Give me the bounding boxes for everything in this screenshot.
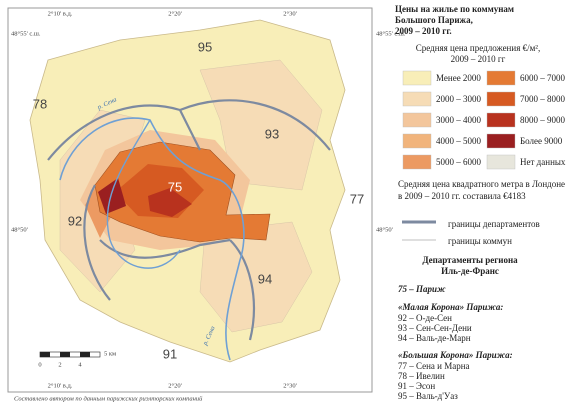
legend: Менее 2000 2000 – 3000 3000 – 4000 4000 – 5… <box>402 70 566 170</box>
dept-93 <box>199 59 323 191</box>
dept-label: 78 <box>33 96 47 111</box>
ring-west <box>85 180 112 238</box>
dept-label: 75 <box>168 179 182 194</box>
map: 2°10' в.д. 2°20' 2°30' 2°10' в.д. 2°20' … <box>7 7 406 393</box>
scale-seg <box>60 352 70 357</box>
river-seine <box>59 117 245 361</box>
dept-item: 94 – Валь-де-Марн <box>398 333 471 343</box>
dept-label: 77 <box>350 191 364 206</box>
legend-swatch <box>402 154 432 170</box>
lon-label: 2°30' <box>283 10 297 17</box>
side-panel: Цены на жилье по коммунам Большого Париж… <box>395 4 566 401</box>
dept-item: 92 – О-де-Сен <box>398 313 452 323</box>
dept-item: 91 – Эсон <box>398 381 435 391</box>
scale-seg <box>80 352 90 357</box>
line-legend-label: границы департаментов <box>448 219 540 229</box>
line-legend-label: границы коммун <box>448 236 512 246</box>
lat-label: 48°50' <box>11 226 28 233</box>
legend-label: 5000 – 6000 <box>436 157 482 167</box>
scale-seg <box>40 352 50 357</box>
legend-label: 7000 – 8000 <box>520 94 566 104</box>
legend-swatch <box>402 133 432 149</box>
river-loop <box>106 119 181 269</box>
department-borders <box>47 99 331 341</box>
departments-title: Департаменты региона <box>422 255 518 265</box>
legend-label: 4000 – 5000 <box>436 136 482 146</box>
legend-swatch <box>486 70 516 86</box>
lon-label: 2°10' в.д. <box>48 10 73 17</box>
legend-swatch <box>402 70 432 86</box>
dept-label: 92 <box>68 213 82 228</box>
source-note: Составлено автором по данным парижских р… <box>14 395 203 402</box>
dept-label: 91 <box>163 346 177 361</box>
dept-item: 78 – Ивелин <box>398 371 445 381</box>
scale-label: 5 км <box>104 350 116 357</box>
lat-label: 48°55' с.ш. <box>376 30 406 37</box>
legend-label: 8000 – 9000 <box>520 115 566 125</box>
legend-label: 3000 – 4000 <box>436 115 482 125</box>
title: Большого Парижа, <box>395 15 473 25</box>
group-title: «Большая Корона» Парижа: <box>398 350 513 360</box>
scale-label: 2 <box>58 361 61 368</box>
lat-label: 48°50' <box>376 226 393 233</box>
dept-label: 94 <box>258 271 272 286</box>
lon-label: 2°30' <box>283 382 297 389</box>
paris-top <box>98 178 126 214</box>
legend-swatch <box>486 133 516 149</box>
scale-label: 0 <box>38 361 41 368</box>
title: Цены на жилье по коммунам <box>395 4 514 14</box>
legend-label: Более 9000 <box>520 136 563 146</box>
legend-swatch <box>486 154 516 170</box>
dept-item: 95 – Валь-д'Уаз <box>398 391 458 401</box>
legend-swatch <box>402 91 432 107</box>
legend-label: 6000 – 7000 <box>520 73 566 83</box>
dept-label: 93 <box>265 126 279 141</box>
paris-core <box>148 188 192 217</box>
lon-label: 2°10' в.д. <box>48 382 73 389</box>
legend-title: Средняя цена предложения €/м², <box>416 43 540 53</box>
dept-item: 77 – Сена и Марна <box>398 361 470 371</box>
paris-item: 75 – Париж <box>398 284 446 294</box>
dept-label: 95 <box>198 39 212 54</box>
legend-label: Нет данных <box>520 157 566 167</box>
lon-label: 2°20' <box>168 382 182 389</box>
legend-label: Менее 2000 <box>436 73 481 83</box>
dept-94 <box>199 221 313 333</box>
legend-title: 2009 – 2010 гг <box>451 54 506 64</box>
dept-item: 93 – Сен-Сен-Дени <box>398 323 472 333</box>
london-note: Средняя цена квадратного метра в Лондоне <box>398 179 565 189</box>
london-note: в 2009 – 2010 гг. составила €4183 <box>398 191 526 201</box>
legend-swatch <box>486 112 516 128</box>
group-title: «Малая Корона» Парижа: <box>398 302 503 312</box>
scale-bar: 0 2 4 5 км <box>38 350 116 368</box>
legend-label: 2000 – 3000 <box>436 94 482 104</box>
lon-label: 2°20' <box>168 10 182 17</box>
departments-title: Иль-де-Франс <box>441 266 499 276</box>
legend-swatch <box>402 112 432 128</box>
title: 2009 – 2010 гг. <box>395 26 452 36</box>
lat-label: 48°55' с.ш. <box>11 30 41 37</box>
legend-swatch <box>486 91 516 107</box>
scale-label: 4 <box>78 361 82 368</box>
